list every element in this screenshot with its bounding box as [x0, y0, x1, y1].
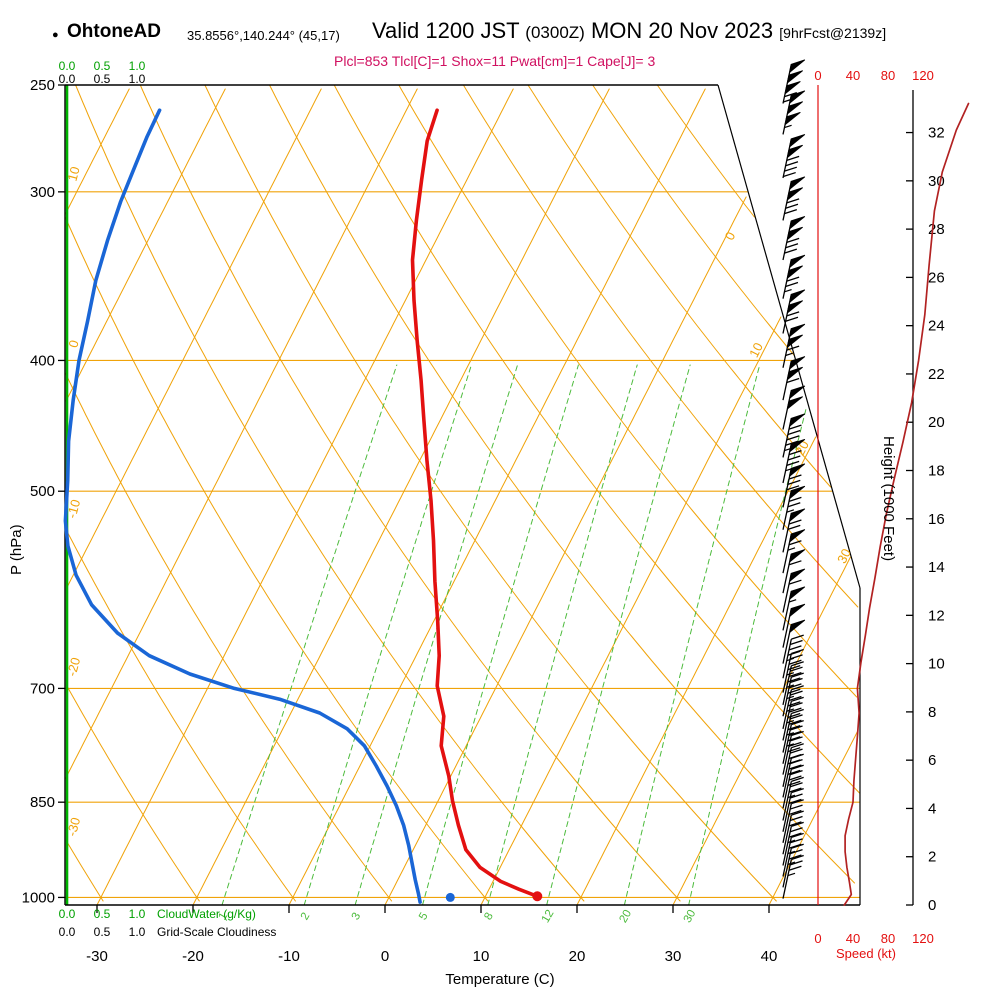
svg-text:10: 10: [746, 340, 766, 360]
svg-text:12: 12: [928, 607, 945, 624]
svg-text:20: 20: [617, 908, 634, 925]
svg-text:28: 28: [928, 221, 945, 238]
valid-time-line: Valid 1200 JST (0300Z) MON 20 Nov 2023 […: [372, 18, 886, 44]
svg-text:0: 0: [928, 897, 936, 914]
svg-text:30: 30: [665, 948, 682, 965]
svg-text:-30: -30: [86, 948, 108, 965]
svg-text:16: 16: [928, 511, 945, 528]
svg-text:-10: -10: [278, 948, 300, 965]
valid-date: MON 20 Nov 2023: [590, 18, 774, 43]
svg-text:3: 3: [350, 911, 364, 923]
svg-text:8: 8: [928, 704, 936, 721]
svg-text:120: 120: [912, 68, 934, 83]
svg-text:0: 0: [814, 931, 821, 946]
svg-text:5: 5: [417, 911, 431, 923]
stability-params: Plcl=853 Tlcl[C]=1 Shox=11 Pwat[cm]=1 Ca…: [334, 53, 656, 69]
svg-text:0: 0: [814, 68, 821, 83]
surface-markers: [445, 891, 543, 902]
valid-zulu: (0300Z): [525, 23, 585, 42]
svg-text:0: 0: [65, 338, 81, 349]
svg-text:0.5: 0.5: [94, 925, 111, 939]
svg-text:40: 40: [846, 68, 860, 83]
svg-text:30: 30: [834, 546, 854, 566]
height-axis-title: Height (1000 Feet): [880, 436, 897, 562]
svg-text:300: 300: [30, 184, 55, 201]
wind-speed-curve: [843, 102, 970, 906]
svg-text:400: 400: [30, 352, 55, 369]
svg-text:4: 4: [928, 800, 936, 817]
svg-text:26: 26: [928, 269, 945, 286]
svg-text:0.0: 0.0: [59, 59, 76, 73]
svg-text:500: 500: [30, 483, 55, 500]
svg-text:40: 40: [846, 931, 860, 946]
svg-text:1000: 1000: [22, 889, 55, 906]
station-coords: 35.8556°,140.244° (45,17): [187, 28, 340, 43]
pressure-axis-title: P (hPa): [8, 524, 25, 575]
svg-text:24: 24: [928, 318, 945, 335]
svg-text:14: 14: [928, 559, 945, 576]
svg-text:12: 12: [540, 908, 557, 925]
svg-text:-30: -30: [64, 816, 83, 838]
grid-lines: [64, 84, 860, 906]
svg-text:2: 2: [299, 911, 313, 923]
svg-text:700: 700: [30, 680, 55, 697]
svg-text:10: 10: [65, 165, 83, 183]
svg-text:18: 18: [928, 463, 945, 480]
valid-label: Valid 1200 JST: [372, 18, 520, 43]
station-marker-icon: ●: [52, 29, 59, 41]
cloudwater-axis-title: CloudWater (g/Kg): [157, 907, 256, 921]
cloudiness-axis-title: Grid-Scale Cloudiness: [157, 925, 277, 939]
svg-text:1.0: 1.0: [129, 907, 146, 921]
svg-text:2: 2: [928, 849, 936, 866]
svg-text:-20: -20: [182, 948, 204, 965]
svg-text:0: 0: [381, 948, 389, 965]
svg-text:1.0: 1.0: [129, 72, 146, 86]
svg-text:850: 850: [30, 794, 55, 811]
temperature-curve: [410, 108, 540, 899]
svg-text:32: 32: [928, 125, 945, 142]
svg-text:-20: -20: [64, 656, 83, 678]
svg-text:0.0: 0.0: [59, 907, 76, 921]
svg-text:8: 8: [482, 911, 496, 923]
svg-text:0.0: 0.0: [59, 925, 76, 939]
svg-text:0.5: 0.5: [94, 907, 111, 921]
dewpoint-curve: [63, 108, 422, 904]
svg-text:0.5: 0.5: [94, 59, 111, 73]
svg-text:0.0: 0.0: [59, 72, 76, 86]
station-name: OhtoneAD: [67, 21, 161, 42]
svg-text:10: 10: [928, 656, 945, 673]
forecast-tag: [9hrFcst@2139z]: [779, 25, 887, 41]
svg-text:80: 80: [881, 931, 895, 946]
svg-text:0.5: 0.5: [94, 72, 111, 86]
svg-text:80: 80: [881, 68, 895, 83]
svg-text:20: 20: [569, 948, 586, 965]
svg-text:22: 22: [928, 366, 945, 383]
svg-text:-10: -10: [64, 498, 83, 520]
svg-text:1: 1: [217, 911, 231, 923]
temperature-axis-title: Temperature (C): [445, 971, 555, 988]
svg-text:20: 20: [928, 414, 945, 431]
svg-text:40: 40: [761, 948, 778, 965]
svg-text:30: 30: [682, 908, 699, 925]
mixing-ratio-lines: 1 2 3 5 8 12 20 30: [217, 364, 807, 925]
wind-barbs: [782, 59, 806, 899]
svg-text:250: 250: [30, 77, 55, 94]
svg-text:1.0: 1.0: [129, 59, 146, 73]
svg-text:1.0: 1.0: [129, 925, 146, 939]
svg-text:10: 10: [473, 948, 490, 965]
svg-text:6: 6: [928, 752, 936, 769]
svg-text:120: 120: [912, 931, 934, 946]
speed-axis-title: Speed (kt): [836, 946, 896, 961]
